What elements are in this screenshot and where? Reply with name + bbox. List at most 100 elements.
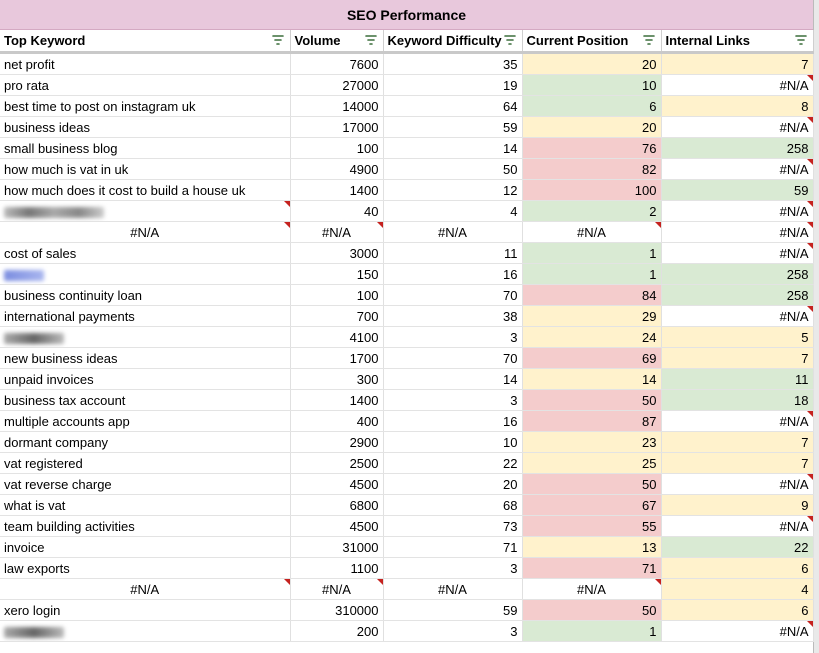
cell-links[interactable]: 7: [661, 347, 814, 369]
cell-keyword[interactable]: #N/A: [0, 578, 291, 600]
cell-keyword[interactable]: cost of sales: [0, 242, 291, 264]
cell-difficulty[interactable]: 22: [383, 452, 523, 474]
cell-volume[interactable]: 27000: [290, 74, 384, 96]
cell-links[interactable]: #N/A: [661, 473, 814, 495]
cell-difficulty[interactable]: 12: [383, 179, 523, 201]
cell-links[interactable]: 18: [661, 389, 814, 411]
cell-difficulty[interactable]: 50: [383, 158, 523, 180]
cell-difficulty[interactable]: #N/A: [383, 578, 523, 600]
cell-position[interactable]: 10: [522, 74, 662, 96]
cell-difficulty[interactable]: 14: [383, 368, 523, 390]
cell-difficulty[interactable]: 68: [383, 494, 523, 516]
cell-position[interactable]: 1: [522, 242, 662, 264]
cell-difficulty[interactable]: 16: [383, 263, 523, 285]
cell-keyword[interactable]: international payments: [0, 305, 291, 327]
filter-icon[interactable]: [503, 34, 516, 46]
cell-volume[interactable]: #N/A: [290, 221, 384, 243]
cell-links[interactable]: #N/A: [661, 74, 814, 96]
cell-keyword[interactable]: what is vat: [0, 494, 291, 516]
cell-links[interactable]: 258: [661, 263, 814, 285]
cell-position[interactable]: 24: [522, 326, 662, 348]
cell-volume[interactable]: 4500: [290, 515, 384, 537]
cell-links[interactable]: #N/A: [661, 200, 814, 222]
cell-difficulty[interactable]: 3: [383, 326, 523, 348]
header-top-keyword[interactable]: Top Keyword: [0, 30, 291, 54]
cell-volume[interactable]: 4900: [290, 158, 384, 180]
cell-keyword[interactable]: small business blog: [0, 137, 291, 159]
cell-keyword[interactable]: [0, 263, 291, 285]
cell-keyword[interactable]: how much does it cost to build a house u…: [0, 179, 291, 201]
cell-keyword[interactable]: #N/A: [0, 221, 291, 243]
cell-keyword[interactable]: business tax account: [0, 389, 291, 411]
cell-difficulty[interactable]: 70: [383, 347, 523, 369]
cell-difficulty[interactable]: 4: [383, 200, 523, 222]
cell-difficulty[interactable]: 38: [383, 305, 523, 327]
cell-position[interactable]: 84: [522, 284, 662, 306]
cell-keyword[interactable]: team building activities: [0, 515, 291, 537]
cell-keyword[interactable]: multiple accounts app: [0, 410, 291, 432]
cell-volume[interactable]: 2900: [290, 431, 384, 453]
cell-difficulty[interactable]: 14: [383, 137, 523, 159]
filter-icon[interactable]: [794, 34, 807, 46]
cell-difficulty[interactable]: 3: [383, 620, 523, 642]
cell-keyword[interactable]: [0, 620, 291, 642]
filter-icon[interactable]: [642, 34, 655, 46]
cell-volume[interactable]: 31000: [290, 536, 384, 558]
cell-position[interactable]: 82: [522, 158, 662, 180]
cell-position[interactable]: 20: [522, 52, 662, 75]
cell-position[interactable]: 76: [522, 137, 662, 159]
cell-keyword[interactable]: business continuity loan: [0, 284, 291, 306]
cell-position[interactable]: 13: [522, 536, 662, 558]
cell-links[interactable]: #N/A: [661, 305, 814, 327]
cell-volume[interactable]: 1700: [290, 347, 384, 369]
cell-links[interactable]: #N/A: [661, 221, 814, 243]
cell-volume[interactable]: 700: [290, 305, 384, 327]
cell-position[interactable]: 50: [522, 389, 662, 411]
cell-keyword[interactable]: pro rata: [0, 74, 291, 96]
cell-position[interactable]: 87: [522, 410, 662, 432]
filter-icon[interactable]: [271, 34, 284, 46]
cell-position[interactable]: 50: [522, 599, 662, 621]
cell-volume[interactable]: 310000: [290, 599, 384, 621]
cell-volume[interactable]: 1400: [290, 179, 384, 201]
cell-links[interactable]: #N/A: [661, 515, 814, 537]
cell-links[interactable]: #N/A: [661, 242, 814, 264]
cell-keyword[interactable]: [0, 200, 291, 222]
cell-position[interactable]: 69: [522, 347, 662, 369]
cell-volume[interactable]: 300: [290, 368, 384, 390]
cell-position[interactable]: #N/A: [522, 578, 662, 600]
cell-volume[interactable]: 6800: [290, 494, 384, 516]
cell-keyword[interactable]: invoice: [0, 536, 291, 558]
cell-volume[interactable]: 17000: [290, 116, 384, 138]
cell-difficulty[interactable]: 3: [383, 389, 523, 411]
header-internal-links[interactable]: Internal Links: [661, 30, 814, 54]
cell-keyword[interactable]: xero login: [0, 599, 291, 621]
cell-difficulty[interactable]: 59: [383, 116, 523, 138]
cell-volume[interactable]: 4100: [290, 326, 384, 348]
cell-position[interactable]: 23: [522, 431, 662, 453]
header-keyword-difficulty[interactable]: Keyword Difficulty: [383, 30, 523, 54]
cell-difficulty[interactable]: 11: [383, 242, 523, 264]
cell-position[interactable]: 6: [522, 95, 662, 117]
cell-position[interactable]: 29: [522, 305, 662, 327]
cell-position[interactable]: 14: [522, 368, 662, 390]
cell-keyword[interactable]: vat reverse charge: [0, 473, 291, 495]
sheet-title[interactable]: SEO Performance: [0, 0, 813, 30]
cell-volume[interactable]: 1400: [290, 389, 384, 411]
cell-links[interactable]: 11: [661, 368, 814, 390]
cell-keyword[interactable]: [0, 326, 291, 348]
cell-volume[interactable]: #N/A: [290, 578, 384, 600]
cell-links[interactable]: #N/A: [661, 620, 814, 642]
cell-keyword[interactable]: vat registered: [0, 452, 291, 474]
cell-position[interactable]: 20: [522, 116, 662, 138]
cell-links[interactable]: #N/A: [661, 158, 814, 180]
cell-difficulty[interactable]: 10: [383, 431, 523, 453]
cell-position[interactable]: 50: [522, 473, 662, 495]
cell-position[interactable]: 25: [522, 452, 662, 474]
cell-difficulty[interactable]: 73: [383, 515, 523, 537]
cell-keyword[interactable]: business ideas: [0, 116, 291, 138]
cell-links[interactable]: 7: [661, 452, 814, 474]
cell-difficulty[interactable]: 35: [383, 52, 523, 75]
cell-difficulty[interactable]: #N/A: [383, 221, 523, 243]
cell-links[interactable]: 22: [661, 536, 814, 558]
